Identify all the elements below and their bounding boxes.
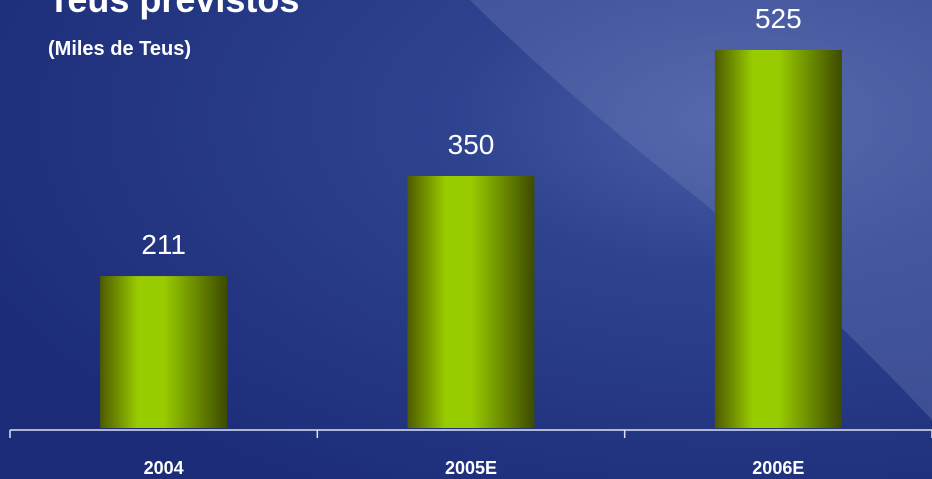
chart: Teus previstos (Miles de Teus) 2004 211 20… (0, 0, 932, 479)
bar (100, 276, 227, 428)
bar (715, 50, 842, 428)
x-tick-label: 2004 (144, 458, 184, 478)
value-label: 525 (755, 3, 802, 34)
x-tick-label: 2006E (752, 458, 804, 478)
x-tick-label: 2005E (445, 458, 497, 478)
value-label: 350 (448, 129, 495, 160)
chart-subtitle: (Miles de Teus) (48, 38, 191, 60)
bar (408, 176, 535, 428)
value-label: 211 (141, 229, 186, 260)
chart-title: Teus previstos (48, 0, 299, 20)
